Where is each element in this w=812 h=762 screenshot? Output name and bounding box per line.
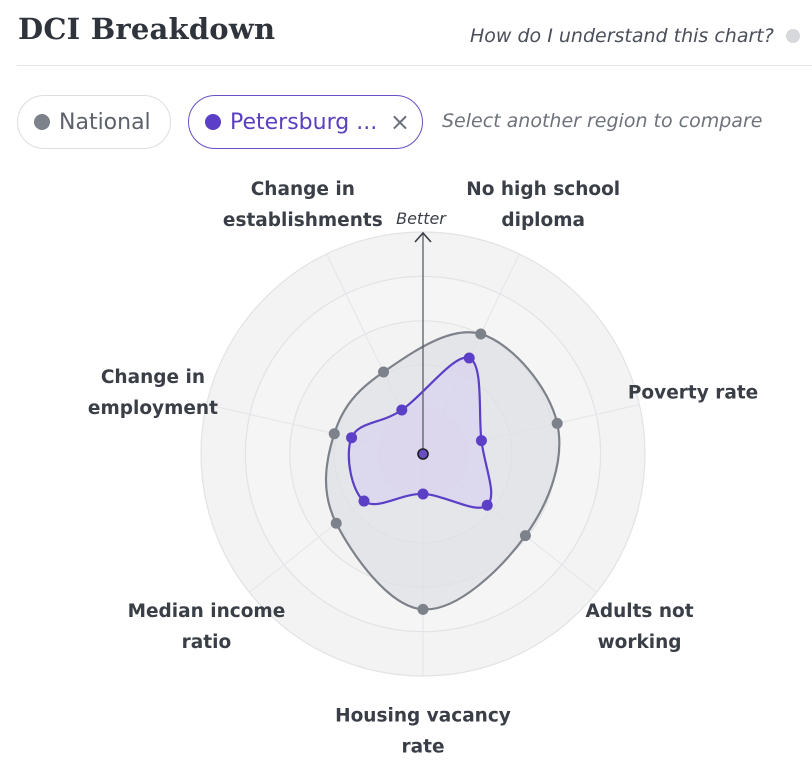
national-filter-chip[interactable]: National	[17, 95, 171, 149]
region-point	[396, 404, 408, 416]
axis-label-line: rate	[402, 737, 445, 758]
help-row: How do I understand this chart?	[470, 22, 800, 50]
axis-label-line: Change in	[101, 367, 205, 388]
national-chip-label: National	[59, 109, 151, 135]
axis-label: Median income ratio	[128, 601, 286, 653]
region-color-dot-icon	[205, 114, 221, 130]
national-point	[519, 530, 531, 542]
close-icon[interactable]: ×	[389, 108, 410, 136]
axis-label-line: Housing vacancy	[335, 706, 511, 727]
axis-label: No high school diploma	[466, 179, 620, 231]
axis-label-line: Change in	[251, 179, 355, 200]
header-divider	[17, 65, 812, 66]
page-title: DCI Breakdown	[18, 12, 276, 46]
axis-label-line: Adults not	[586, 601, 694, 622]
national-color-dot-icon	[34, 114, 50, 130]
region-point	[417, 488, 429, 500]
region-chip-label: Petersburg ...	[230, 109, 378, 135]
region-point	[475, 435, 487, 447]
region-point	[346, 432, 358, 444]
axis-label-line: Poverty rate	[628, 382, 758, 403]
axis-label: Housing vacancy rate	[335, 706, 511, 758]
axis-label-line: employment	[88, 398, 218, 419]
help-link[interactable]: How do I understand this chart?	[470, 25, 774, 47]
selected-region-chip[interactable]: Petersburg ... ×	[188, 95, 423, 149]
national-point	[328, 428, 340, 440]
better-label: Better	[396, 209, 447, 228]
axis-label: Change in employment	[88, 367, 218, 419]
compare-region-select[interactable]: Select another region to compare	[442, 110, 763, 132]
national-point	[378, 366, 390, 378]
radar-chart: Better No high school diploma Poverty rate A…	[88, 179, 758, 758]
better-arrow-head-icon	[414, 231, 432, 243]
national-point	[551, 417, 563, 429]
center-point	[417, 448, 429, 460]
axis-label-line: Median income	[128, 601, 286, 622]
axis-label-line: establishments	[223, 210, 383, 231]
national-point	[417, 603, 429, 615]
region-point	[358, 495, 370, 507]
axis-label-line: diploma	[501, 210, 585, 231]
national-point	[330, 517, 342, 529]
national-point	[475, 328, 487, 340]
axis-label: Change in establishments	[223, 179, 383, 231]
axis-label-line: ratio	[182, 632, 232, 653]
help-icon[interactable]	[785, 29, 800, 43]
region-point	[463, 352, 475, 364]
region-point	[481, 499, 493, 511]
axis-label-line: working	[598, 632, 682, 653]
axis-label: Poverty rate	[628, 382, 758, 403]
axis-label: Adults not working	[586, 601, 694, 653]
axis-label-line: No high school	[466, 179, 620, 200]
